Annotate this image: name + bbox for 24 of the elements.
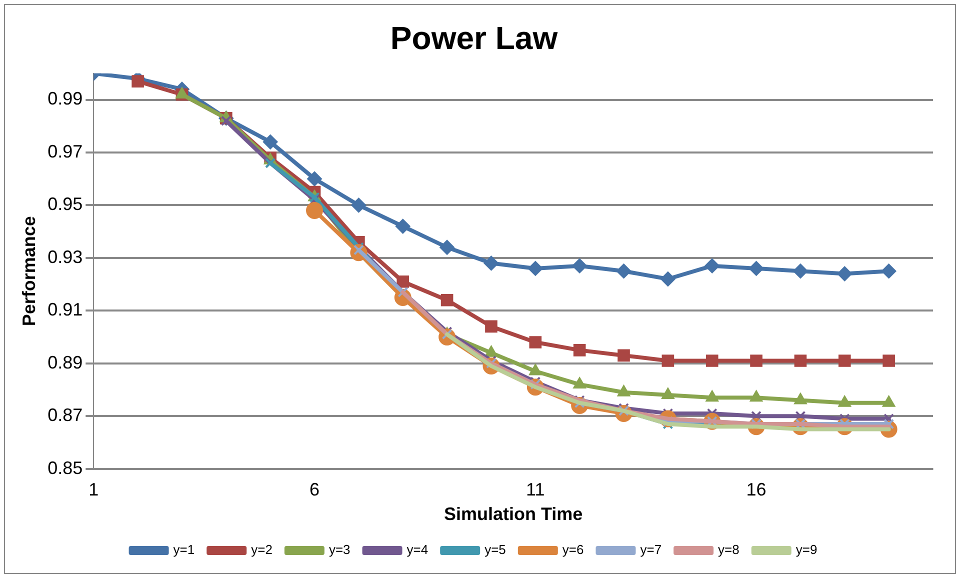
legend-label: y=4: [406, 542, 428, 558]
y-tick-label: 0.97: [48, 141, 83, 162]
y-tick-label: 0.87: [48, 405, 83, 426]
x-tick-label: 11: [526, 480, 545, 500]
x-tick-label: 1: [88, 480, 99, 500]
x-axis-title: Simulation Time: [444, 504, 583, 524]
legend-label: y=9: [796, 542, 818, 558]
y-axis-title: Performance: [18, 216, 39, 326]
y-tick-label: 0.93: [48, 246, 83, 267]
legend-label: y=7: [640, 542, 662, 558]
y-tick-label: 0.95: [48, 194, 83, 214]
legend-label: y=2: [251, 542, 272, 558]
legend-label: y=5: [484, 542, 506, 558]
legend-label: y=6: [562, 542, 584, 558]
legend-label: y=1: [173, 542, 195, 558]
legend-label: y=8: [718, 542, 740, 558]
y-tick-label: 0.85: [48, 458, 83, 478]
x-tick-label: 16: [746, 480, 766, 500]
chart-title: Power Law: [390, 20, 558, 56]
x-tick-label: 6: [310, 480, 320, 500]
y-tick-label: 0.99: [48, 88, 83, 109]
y-tick-label: 0.91: [48, 300, 83, 320]
legend-label: y=3: [328, 542, 350, 558]
y-tick-label: 0.89: [48, 352, 83, 372]
